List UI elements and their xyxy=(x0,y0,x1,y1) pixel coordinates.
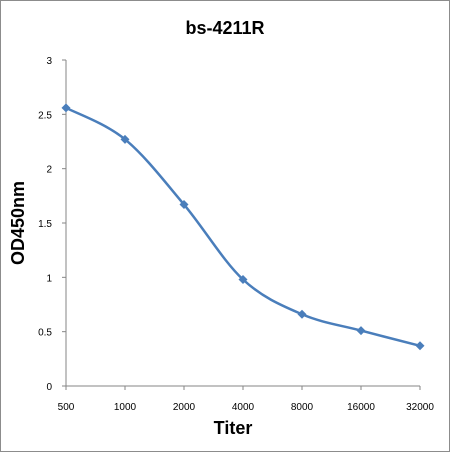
x-axis-title: Titer xyxy=(214,418,253,438)
data-point-marker xyxy=(297,309,307,319)
x-tick-label: 2000 xyxy=(173,402,196,413)
y-tick-label: 0 xyxy=(46,382,52,393)
x-tick-label: 4000 xyxy=(232,402,255,413)
series-markers xyxy=(61,103,425,351)
data-point-marker xyxy=(179,200,189,210)
x-tick-label: 500 xyxy=(58,402,75,413)
y-tick-label: 2 xyxy=(46,165,52,176)
x-tick-label: 16000 xyxy=(347,402,375,413)
y-ticks: 0 0.5 1 1.5 2 2.5 3 xyxy=(38,56,66,393)
y-tick-label: 3 xyxy=(46,56,52,67)
chart-title: bs-4211R xyxy=(185,18,264,38)
y-tick-label: 1 xyxy=(46,273,52,284)
x-ticks: 500 1000 2000 4000 8000 16000 32000 xyxy=(58,386,434,413)
data-point-marker xyxy=(238,275,248,285)
x-tick-label: 32000 xyxy=(406,402,434,413)
data-point-marker xyxy=(356,326,366,336)
data-point-marker xyxy=(120,134,130,144)
data-point-marker xyxy=(61,103,71,113)
x-tick-label: 8000 xyxy=(291,402,314,413)
y-tick-label: 2.5 xyxy=(38,110,52,121)
y-tick-label: 1.5 xyxy=(38,219,52,230)
series-line xyxy=(65,106,421,348)
y-axis-title: OD450nm xyxy=(8,181,28,265)
x-tick-label: 1000 xyxy=(114,402,137,413)
data-point-marker xyxy=(415,341,425,351)
y-tick-label: 0.5 xyxy=(38,328,52,339)
